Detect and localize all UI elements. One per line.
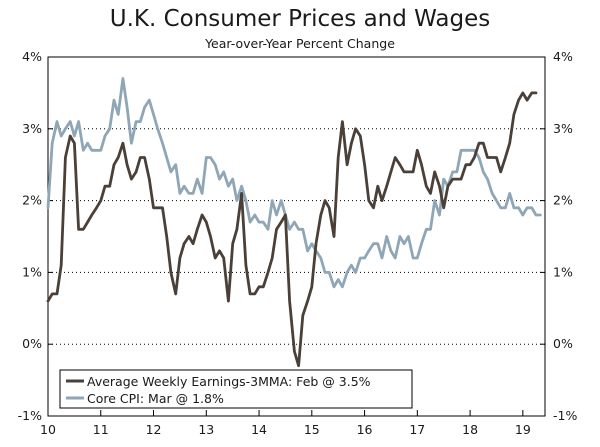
chart-subtitle: Year-over-Year Percent Change: [205, 36, 395, 51]
x-tick-label: 17: [409, 422, 425, 437]
plot-area-frame: [47, 56, 546, 417]
y-axis-right: 4% 3% 2% 1% 0% -1%: [540, 49, 577, 423]
x-tick-label: 15: [304, 422, 320, 437]
series-line-earnings: [46, 91, 538, 368]
y-tick-label-left: -1%: [18, 408, 42, 423]
y-tick-label-left: 0%: [22, 336, 42, 351]
x-tick-label: 19: [515, 422, 531, 437]
legend-label-earnings: Average Weekly Earnings-3MMA: Feb @ 3.5%: [87, 374, 371, 389]
legend: Average Weekly Earnings-3MMA: Feb @ 3.5%…: [59, 369, 413, 409]
x-tick-label: 16: [357, 422, 373, 437]
y-tick-label-right: 1%: [553, 264, 573, 279]
x-tick-label: 10: [40, 422, 56, 437]
y-tick-label-right: -1%: [553, 408, 577, 423]
x-tick-label: 14: [251, 422, 267, 437]
y-tick-label-right: 2%: [553, 193, 573, 208]
x-tick-label: 18: [462, 422, 478, 437]
legend-label-core-cpi: Core CPI: Mar @ 1.8%: [87, 391, 224, 406]
x-axis: 10 11 12 13 14 15 16 17 18 19: [40, 410, 531, 437]
y-tick-label-left: 4%: [22, 49, 42, 64]
chart-title: U.K. Consumer Prices and Wages: [109, 6, 491, 32]
series-layer: [46, 77, 542, 368]
y-tick-label-left: 2%: [22, 193, 42, 208]
x-tick-label: 11: [93, 422, 109, 437]
series-line-core-cpi: [46, 77, 542, 289]
y-tick-label-left: 1%: [22, 264, 42, 279]
y-tick-label-right: 3%: [553, 121, 573, 136]
y-tick-label-left: 3%: [22, 121, 42, 136]
x-tick-label: 13: [198, 422, 214, 437]
y-tick-label-right: 0%: [553, 336, 573, 351]
gridlines: [48, 128, 545, 345]
y-tick-label-right: 4%: [553, 49, 573, 64]
x-tick-label: 12: [146, 422, 162, 437]
legend-box: [59, 369, 413, 409]
